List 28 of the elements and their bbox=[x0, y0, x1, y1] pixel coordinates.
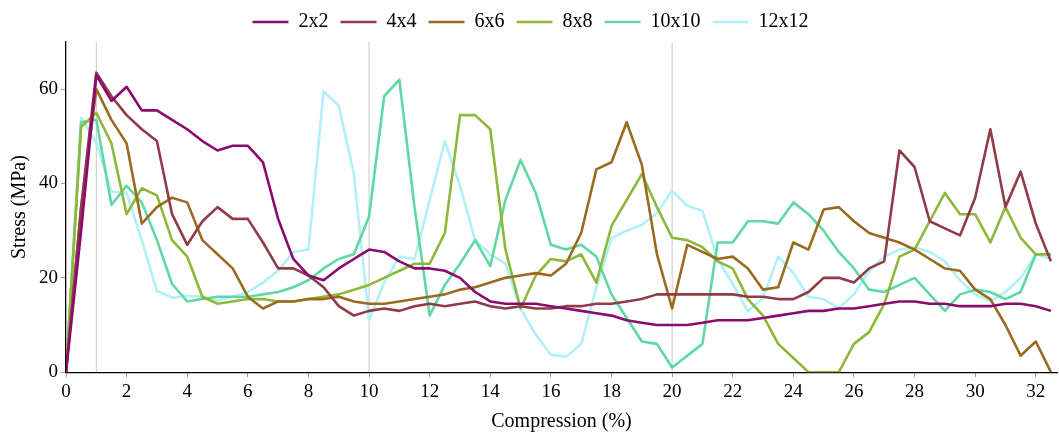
x-axis-title: Compression (%) bbox=[491, 409, 632, 433]
x-tick-label: 30 bbox=[965, 379, 985, 401]
x-tick-label: 26 bbox=[844, 379, 864, 401]
legend-label: 4x4 bbox=[386, 9, 417, 32]
x-tick-label: 10 bbox=[359, 379, 379, 401]
x-tick-label: 6 bbox=[243, 379, 253, 401]
x-tick-label: 24 bbox=[783, 379, 804, 401]
y-tick-label: 60 bbox=[39, 77, 58, 99]
legend-label: 12x12 bbox=[758, 9, 809, 32]
x-tick-label: 22 bbox=[723, 379, 743, 401]
x-tick-label: 16 bbox=[541, 379, 561, 401]
y-tick-label: 40 bbox=[39, 171, 58, 193]
y-axis-title: Stress (MPa) bbox=[7, 155, 31, 260]
y-tick-label: 20 bbox=[39, 265, 58, 287]
x-tick-label: 18 bbox=[602, 379, 621, 401]
x-tick-label: 8 bbox=[303, 379, 314, 401]
x-tick-label: 4 bbox=[182, 379, 193, 401]
x-tick-label: 32 bbox=[1026, 379, 1046, 401]
legend-label: 2x2 bbox=[298, 9, 329, 32]
legend-label: 8x8 bbox=[562, 9, 593, 32]
y-tick-label: 0 bbox=[48, 360, 58, 382]
x-tick-label: 12 bbox=[420, 379, 440, 401]
x-tick-label: 14 bbox=[480, 379, 501, 401]
x-tick-label: 2 bbox=[121, 379, 132, 401]
x-tick-label: 28 bbox=[905, 379, 925, 401]
legend-label: 10x10 bbox=[650, 9, 701, 32]
legend-label: 6x6 bbox=[474, 9, 505, 32]
x-tick-label: 20 bbox=[662, 379, 682, 401]
